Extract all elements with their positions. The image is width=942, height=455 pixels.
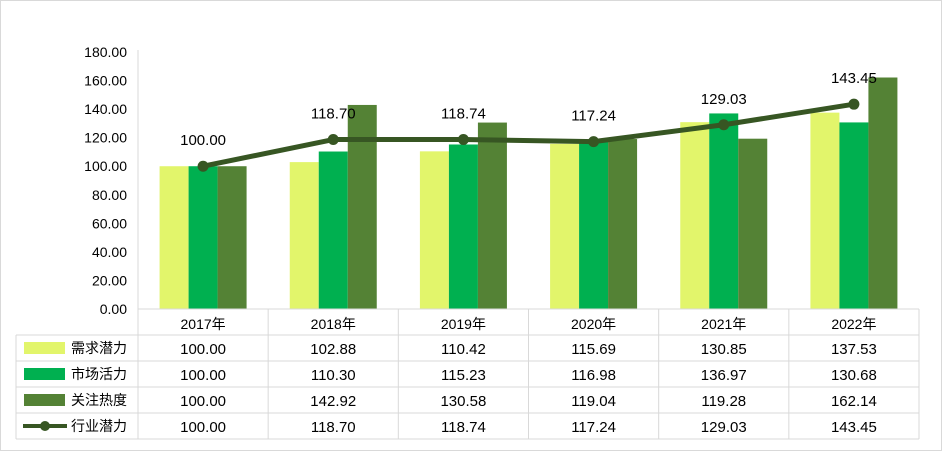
y-tick-label: 60.00 — [92, 215, 127, 231]
line-point — [588, 136, 600, 148]
bar-1 — [159, 166, 189, 309]
table-cell: 118.74 — [441, 419, 486, 436]
table-cell: 162.14 — [831, 393, 877, 410]
bar-3 — [347, 104, 377, 309]
table-cell: 116.98 — [571, 367, 616, 384]
line-point — [197, 160, 209, 172]
y-tick-label: 120.00 — [84, 130, 127, 146]
y-tick-label: 0.00 — [100, 301, 127, 317]
x-tick-label: 2021年 — [701, 316, 746, 332]
table-cell: 130.68 — [831, 367, 877, 384]
bar-2 — [709, 113, 739, 309]
x-tick-label: 2020年 — [571, 316, 616, 332]
table-cell: 115.23 — [441, 367, 486, 384]
line-data-label: 100.00 — [180, 132, 226, 149]
legend-swatch — [24, 342, 65, 354]
bar-2 — [318, 151, 348, 309]
table-cell: 115.69 — [571, 341, 616, 358]
line-data-label: 117.24 — [571, 108, 616, 125]
bar-3 — [738, 138, 768, 309]
table-cell: 130.85 — [701, 341, 747, 358]
table-cell: 119.28 — [701, 393, 746, 410]
legend-label: 市场活力 — [71, 366, 127, 382]
table-cell: 110.42 — [441, 341, 486, 358]
table-cell: 118.70 — [311, 419, 356, 436]
bar-2 — [579, 141, 609, 309]
legend-label: 行业潜力 — [71, 418, 127, 434]
line-data-label: 129.03 — [701, 91, 747, 108]
bar-1 — [810, 112, 840, 309]
bar-3 — [477, 122, 507, 309]
legend-marker — [40, 421, 50, 431]
y-tick-label: 140.00 — [84, 101, 127, 117]
table-cell: 130.58 — [440, 393, 486, 410]
bar-2 — [188, 166, 218, 309]
table-cell: 119.04 — [571, 393, 616, 410]
table-cell: 100.00 — [180, 419, 226, 436]
table-cell: 137.53 — [831, 341, 877, 358]
bar-2 — [839, 122, 869, 309]
y-tick-label: 20.00 — [92, 272, 127, 288]
bar-3 — [217, 166, 247, 309]
y-tick-label: 160.00 — [84, 73, 127, 89]
table-cell: 129.03 — [701, 419, 747, 436]
bar-1 — [550, 143, 580, 309]
table-cell: 136.97 — [701, 367, 747, 384]
legend-swatch — [24, 394, 65, 406]
table-cell: 143.45 — [831, 419, 877, 436]
line-point — [457, 133, 469, 145]
line-point — [327, 134, 339, 146]
bar-2 — [448, 144, 478, 309]
y-tick-label: 40.00 — [92, 244, 127, 260]
x-tick-label: 2018年 — [311, 316, 356, 332]
line-point — [718, 119, 730, 131]
y-tick-label: 100.00 — [84, 158, 127, 174]
bar-1 — [289, 162, 319, 309]
table-cell: 102.88 — [310, 341, 356, 358]
legend-label: 关注热度 — [71, 392, 127, 408]
legend-label: 需求潜力 — [71, 340, 127, 356]
x-tick-label: 2017年 — [181, 316, 226, 332]
line-data-label: 118.70 — [311, 106, 356, 123]
table-cell: 110.30 — [311, 367, 356, 384]
x-tick-label: 2019年 — [441, 316, 486, 332]
legend-swatch — [24, 368, 65, 380]
table-cell: 117.24 — [571, 419, 616, 436]
line-data-label: 143.45 — [831, 70, 877, 87]
table-cell: 100.00 — [180, 341, 226, 358]
table-cell: 100.00 — [180, 393, 226, 410]
line-point — [848, 98, 860, 110]
bar-1 — [419, 151, 449, 309]
table-cell: 100.00 — [180, 367, 226, 384]
table-cell: 142.92 — [310, 393, 356, 410]
line-data-label: 118.74 — [441, 105, 486, 122]
y-tick-label: 80.00 — [92, 187, 127, 203]
x-tick-label: 2022年 — [831, 316, 876, 332]
line-series — [202, 101, 855, 169]
bar-1 — [680, 122, 710, 309]
bar-3 — [608, 139, 638, 309]
bar-3 — [868, 77, 898, 309]
y-tick-label: 180.00 — [84, 44, 127, 60]
